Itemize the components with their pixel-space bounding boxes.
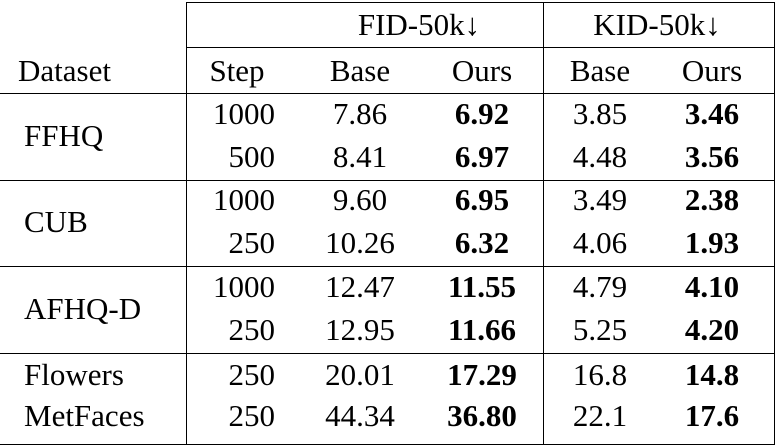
rule-after-ffhq [0,180,774,181]
dataset-label: AFHQ-D [24,291,142,326]
fid-ours-cell: 11.55 [447,269,517,304]
fid-base-cell: 10.26 [325,225,395,260]
group-header-fid: FID-50k↓ [357,7,481,42]
col-header-dataset: Dataset [18,53,111,88]
kid-ours-cell: 3.46 [684,96,740,131]
fid-ours-cell: 6.97 [454,139,510,174]
fid-ours-cell: 6.95 [454,182,510,217]
step-cell: 250 [228,225,276,260]
kid-base-cell: 22.1 [572,398,628,433]
kid-base-cell: 4.06 [572,225,628,260]
col-header-fid-base: Base [329,53,391,88]
kid-ours-cell: 1.93 [684,225,740,260]
fid-ours-cell: 17.29 [447,357,517,392]
fid-base-cell: 12.47 [325,269,395,304]
fid-ours-cell: 6.32 [454,225,510,260]
col-header-step: Step [209,53,265,88]
kid-base-cell: 4.48 [572,139,628,174]
col-header-fid-ours: Ours [451,53,513,88]
kid-base-cell: 4.79 [572,269,628,304]
fid-base-cell: 12.95 [325,312,395,347]
group-header-kid: KID-50k↓ [593,7,721,42]
fid-base-cell: 7.86 [332,96,388,131]
rule-v-mid [543,2,544,445]
fid-base-cell: 9.60 [332,182,388,217]
kid-base-cell: 3.49 [572,182,628,217]
rule-group-header [186,47,774,48]
kid-ours-cell: 4.20 [684,312,740,347]
dataset-label: Flowers [24,357,124,392]
col-header-kid-base: Base [569,53,631,88]
fid-ours-cell: 36.80 [447,398,517,433]
kid-ours-cell: 3.56 [684,139,740,174]
dataset-label: CUB [24,204,88,239]
step-cell: 250 [228,312,276,347]
rule-after-afhq [0,353,774,354]
step-cell: 1000 [213,96,275,131]
step-cell: 500 [228,139,276,174]
fid-ours-cell: 6.92 [454,96,510,131]
fid-ours-cell: 11.66 [447,312,517,347]
step-cell: 1000 [213,182,275,217]
fid-base-cell: 8.41 [332,139,388,174]
kid-ours-cell: 2.38 [684,182,740,217]
rule-v-left [186,2,187,445]
step-cell: 250 [228,357,276,392]
dataset-label: FFHQ [24,118,104,153]
rule-header [0,93,774,94]
kid-base-cell: 5.25 [572,312,628,347]
dataset-label: MetFaces [24,398,145,433]
step-cell: 250 [228,398,276,433]
kid-base-cell: 3.85 [572,96,628,131]
rule-bottom [0,444,774,445]
kid-ours-cell: 17.6 [684,398,740,433]
kid-base-cell: 16.8 [572,357,628,392]
kid-ours-cell: 4.10 [684,269,740,304]
rule-after-cub [0,266,774,267]
fid-base-cell: 20.01 [325,357,395,392]
kid-ours-cell: 14.8 [684,357,740,392]
fid-base-cell: 44.34 [325,398,395,433]
rule-top [186,2,774,3]
col-header-kid-ours: Ours [681,53,743,88]
step-cell: 1000 [213,269,275,304]
